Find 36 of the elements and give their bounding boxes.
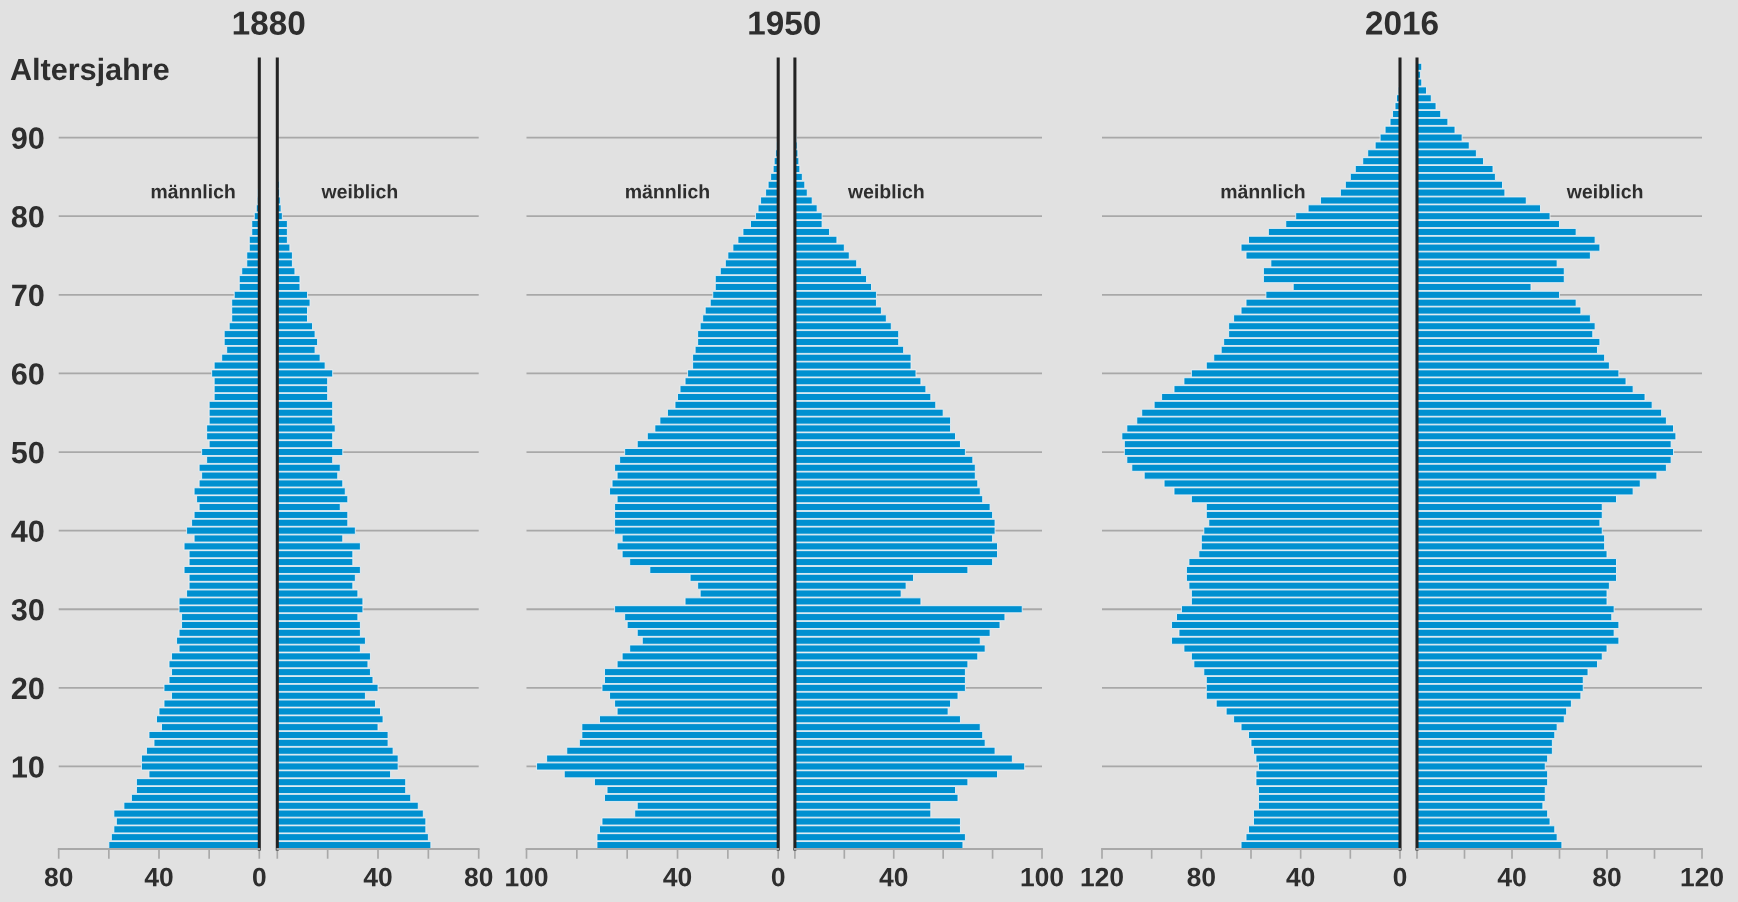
y-tick-label: 20 — [11, 677, 44, 700]
annotation: männlich — [1221, 184, 1305, 199]
y-tick-label: 10 — [12, 756, 44, 778]
y-tick-label: 40 — [11, 520, 44, 543]
x-tick-label: 100 — [1021, 867, 1063, 887]
chart-title: 1950 — [749, 11, 820, 35]
annotation: weiblich — [847, 184, 924, 199]
x-tick-label: 80 — [1187, 867, 1215, 887]
x-tick-label: 40 — [363, 867, 392, 887]
y-tick-label: 70 — [12, 284, 44, 307]
x-tick-label: 40 — [1497, 867, 1526, 887]
annotation: weiblich — [1566, 184, 1643, 199]
x-tick-label: 80 — [1593, 867, 1621, 887]
x-tick-label: 40 — [663, 867, 692, 887]
x-tick-label: 100 — [506, 867, 548, 887]
chart-title: 1880 — [233, 11, 305, 35]
y-tick-label: 80 — [11, 205, 44, 228]
x-tick-label: 40 — [1286, 867, 1315, 887]
x-tick-label: 40 — [144, 867, 173, 887]
x-tick-label: 0 — [253, 867, 266, 887]
y-axis-title: Altersjahre — [10, 57, 169, 87]
y-tick-label: 90 — [11, 127, 44, 149]
y-tick-label: 60 — [11, 363, 44, 385]
x-tick-label: 80 — [44, 867, 73, 887]
x-tick-label: 80 — [464, 867, 493, 887]
x-tick-label: 120 — [1681, 867, 1723, 887]
chart-title: 2016 — [1366, 11, 1438, 35]
x-tick-label: 0 — [1393, 867, 1407, 887]
annotation: weiblich — [321, 184, 398, 199]
y-tick-label: 50 — [11, 441, 44, 464]
x-tick-label: 0 — [771, 867, 785, 887]
annotation: männlich — [626, 184, 709, 199]
y-tick-label: 30 — [11, 598, 44, 621]
x-tick-label: 40 — [879, 867, 908, 887]
annotation: männlich — [151, 184, 235, 199]
x-tick-label: 120 — [1081, 867, 1123, 887]
